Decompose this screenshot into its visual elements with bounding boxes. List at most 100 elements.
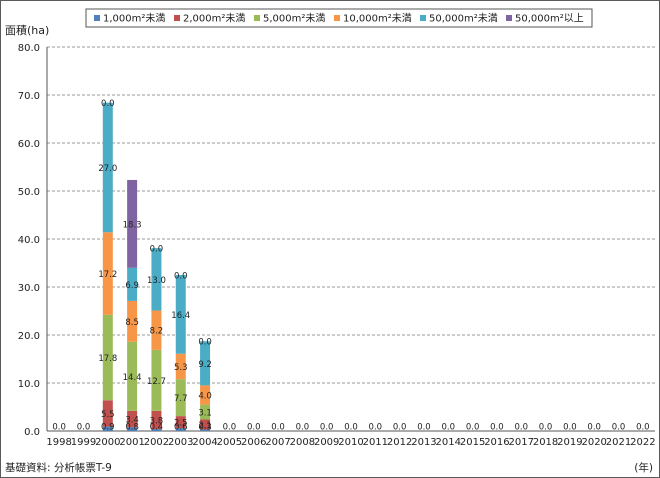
bar-segment (175, 379, 186, 417)
data-label: 14.4 (123, 373, 142, 383)
data-label: 0.0 (223, 423, 237, 433)
y-tick-label: 0.0 (24, 427, 40, 438)
bar-segment (200, 404, 211, 420)
data-label: 27.0 (98, 164, 117, 174)
bar-segment (127, 300, 138, 342)
bar-segment (175, 416, 186, 429)
bar-segment (200, 429, 211, 431)
bar-segment (200, 419, 211, 430)
data-label: 0.0 (198, 338, 212, 348)
data-label: 17.2 (98, 270, 117, 280)
data-label: 12.7 (147, 377, 166, 387)
data-label: 0.0 (636, 423, 650, 433)
bar-segment (151, 310, 162, 350)
data-label: 0.0 (320, 423, 334, 433)
x-tick-label: 2008 (290, 437, 315, 448)
bar-segment (151, 349, 162, 411)
data-label: 4.0 (198, 392, 212, 402)
data-label: 0.0 (587, 423, 601, 433)
data-label: 0.6 (174, 423, 188, 433)
data-label: 9.2 (198, 360, 212, 370)
data-label: 0.0 (612, 423, 626, 433)
source-note: 基礎資料: 分析帳票T-9 (5, 462, 112, 474)
bar-segment (151, 429, 162, 431)
data-label: 0.0 (417, 423, 431, 433)
x-tick-label: 2010 (338, 437, 363, 448)
x-tick-label: 2013 (411, 437, 436, 448)
data-label: 2.5 (174, 419, 188, 429)
data-label: 2.1 (198, 421, 212, 431)
data-label: 0.9 (101, 423, 115, 433)
data-label: 0.4 (150, 423, 164, 433)
data-label: 0.0 (466, 423, 480, 433)
data-label: 0.0 (247, 423, 261, 433)
data-label: 3.4 (125, 416, 139, 426)
x-tick-label: 2016 (484, 437, 509, 448)
data-label: 0.0 (563, 423, 577, 433)
bar-segment (151, 248, 162, 311)
data-label: 8.2 (150, 327, 164, 337)
legend-swatch (254, 15, 260, 21)
bar-segment (127, 410, 138, 428)
data-label: 7.7 (174, 394, 188, 404)
bar-segment (200, 385, 211, 405)
data-label: 3.1 (198, 409, 212, 419)
data-label: 0.0 (344, 423, 358, 433)
legend-entry: 50,000m²未満 (429, 13, 498, 25)
x-axis-unit-label: (年) (634, 462, 653, 474)
bar-segment (151, 410, 162, 430)
bar-segment (175, 428, 186, 431)
bar-segment (102, 314, 113, 401)
bar-segment (102, 102, 113, 233)
x-tick-label: 2017 (509, 437, 534, 448)
y-tick-label: 20.0 (18, 331, 40, 342)
data-label: 5.5 (101, 410, 115, 420)
data-label: 13.0 (147, 276, 166, 286)
data-label: 0.0 (52, 423, 66, 433)
data-label: 0.0 (296, 423, 310, 433)
bar-segment (102, 426, 113, 431)
data-label: 18.3 (123, 220, 142, 230)
bar-segment (175, 353, 186, 380)
x-tick-label: 2018 (533, 437, 558, 448)
data-label: 8.5 (125, 318, 139, 328)
legend-entry: 10,000m²未満 (343, 13, 412, 25)
y-tick-label: 30.0 (18, 283, 40, 294)
bar-segment (127, 341, 138, 411)
x-tick-label: 1998 (46, 437, 71, 448)
data-label: 0.0 (271, 423, 285, 433)
data-label: 5.3 (174, 363, 188, 373)
data-label: 16.4 (171, 311, 190, 321)
y-tick-label: 40.0 (18, 235, 40, 246)
data-label: 0.8 (125, 423, 139, 433)
data-label: 0.0 (490, 423, 504, 433)
bar-segment (127, 427, 138, 431)
bar-segment (200, 341, 211, 386)
x-tick-label: 2022 (630, 437, 655, 448)
x-tick-label: 2009 (314, 437, 339, 448)
data-label: 0.0 (369, 423, 383, 433)
y-tick-label: 70.0 (18, 91, 40, 102)
y-tick-label: 10.0 (18, 379, 40, 390)
x-tick-label: 2020 (581, 437, 606, 448)
data-label: 0.0 (442, 423, 456, 433)
legend-entry: 1,000m²未満 (103, 13, 165, 25)
data-label: 0.0 (101, 99, 115, 109)
legend-entry: 5,000m²未満 (263, 13, 325, 25)
y-tick-label: 60.0 (18, 139, 40, 150)
x-tick-label: 2003 (168, 437, 193, 448)
legend-swatch (94, 15, 100, 21)
bar-segment (127, 179, 138, 268)
bar-segment (127, 267, 138, 301)
legend-swatch (506, 15, 512, 21)
x-tick-label: 2012 (387, 437, 412, 448)
x-tick-label: 2011 (363, 437, 388, 448)
data-label: 3.8 (150, 416, 164, 426)
y-axis-title: 面積(ha) (5, 23, 49, 37)
legend-entry: 2,000m²未満 (183, 13, 245, 25)
bar-segment (102, 400, 113, 427)
data-label: 0.0 (393, 423, 407, 433)
legend-swatch (174, 15, 180, 21)
x-tick-label: 2000 (95, 437, 120, 448)
